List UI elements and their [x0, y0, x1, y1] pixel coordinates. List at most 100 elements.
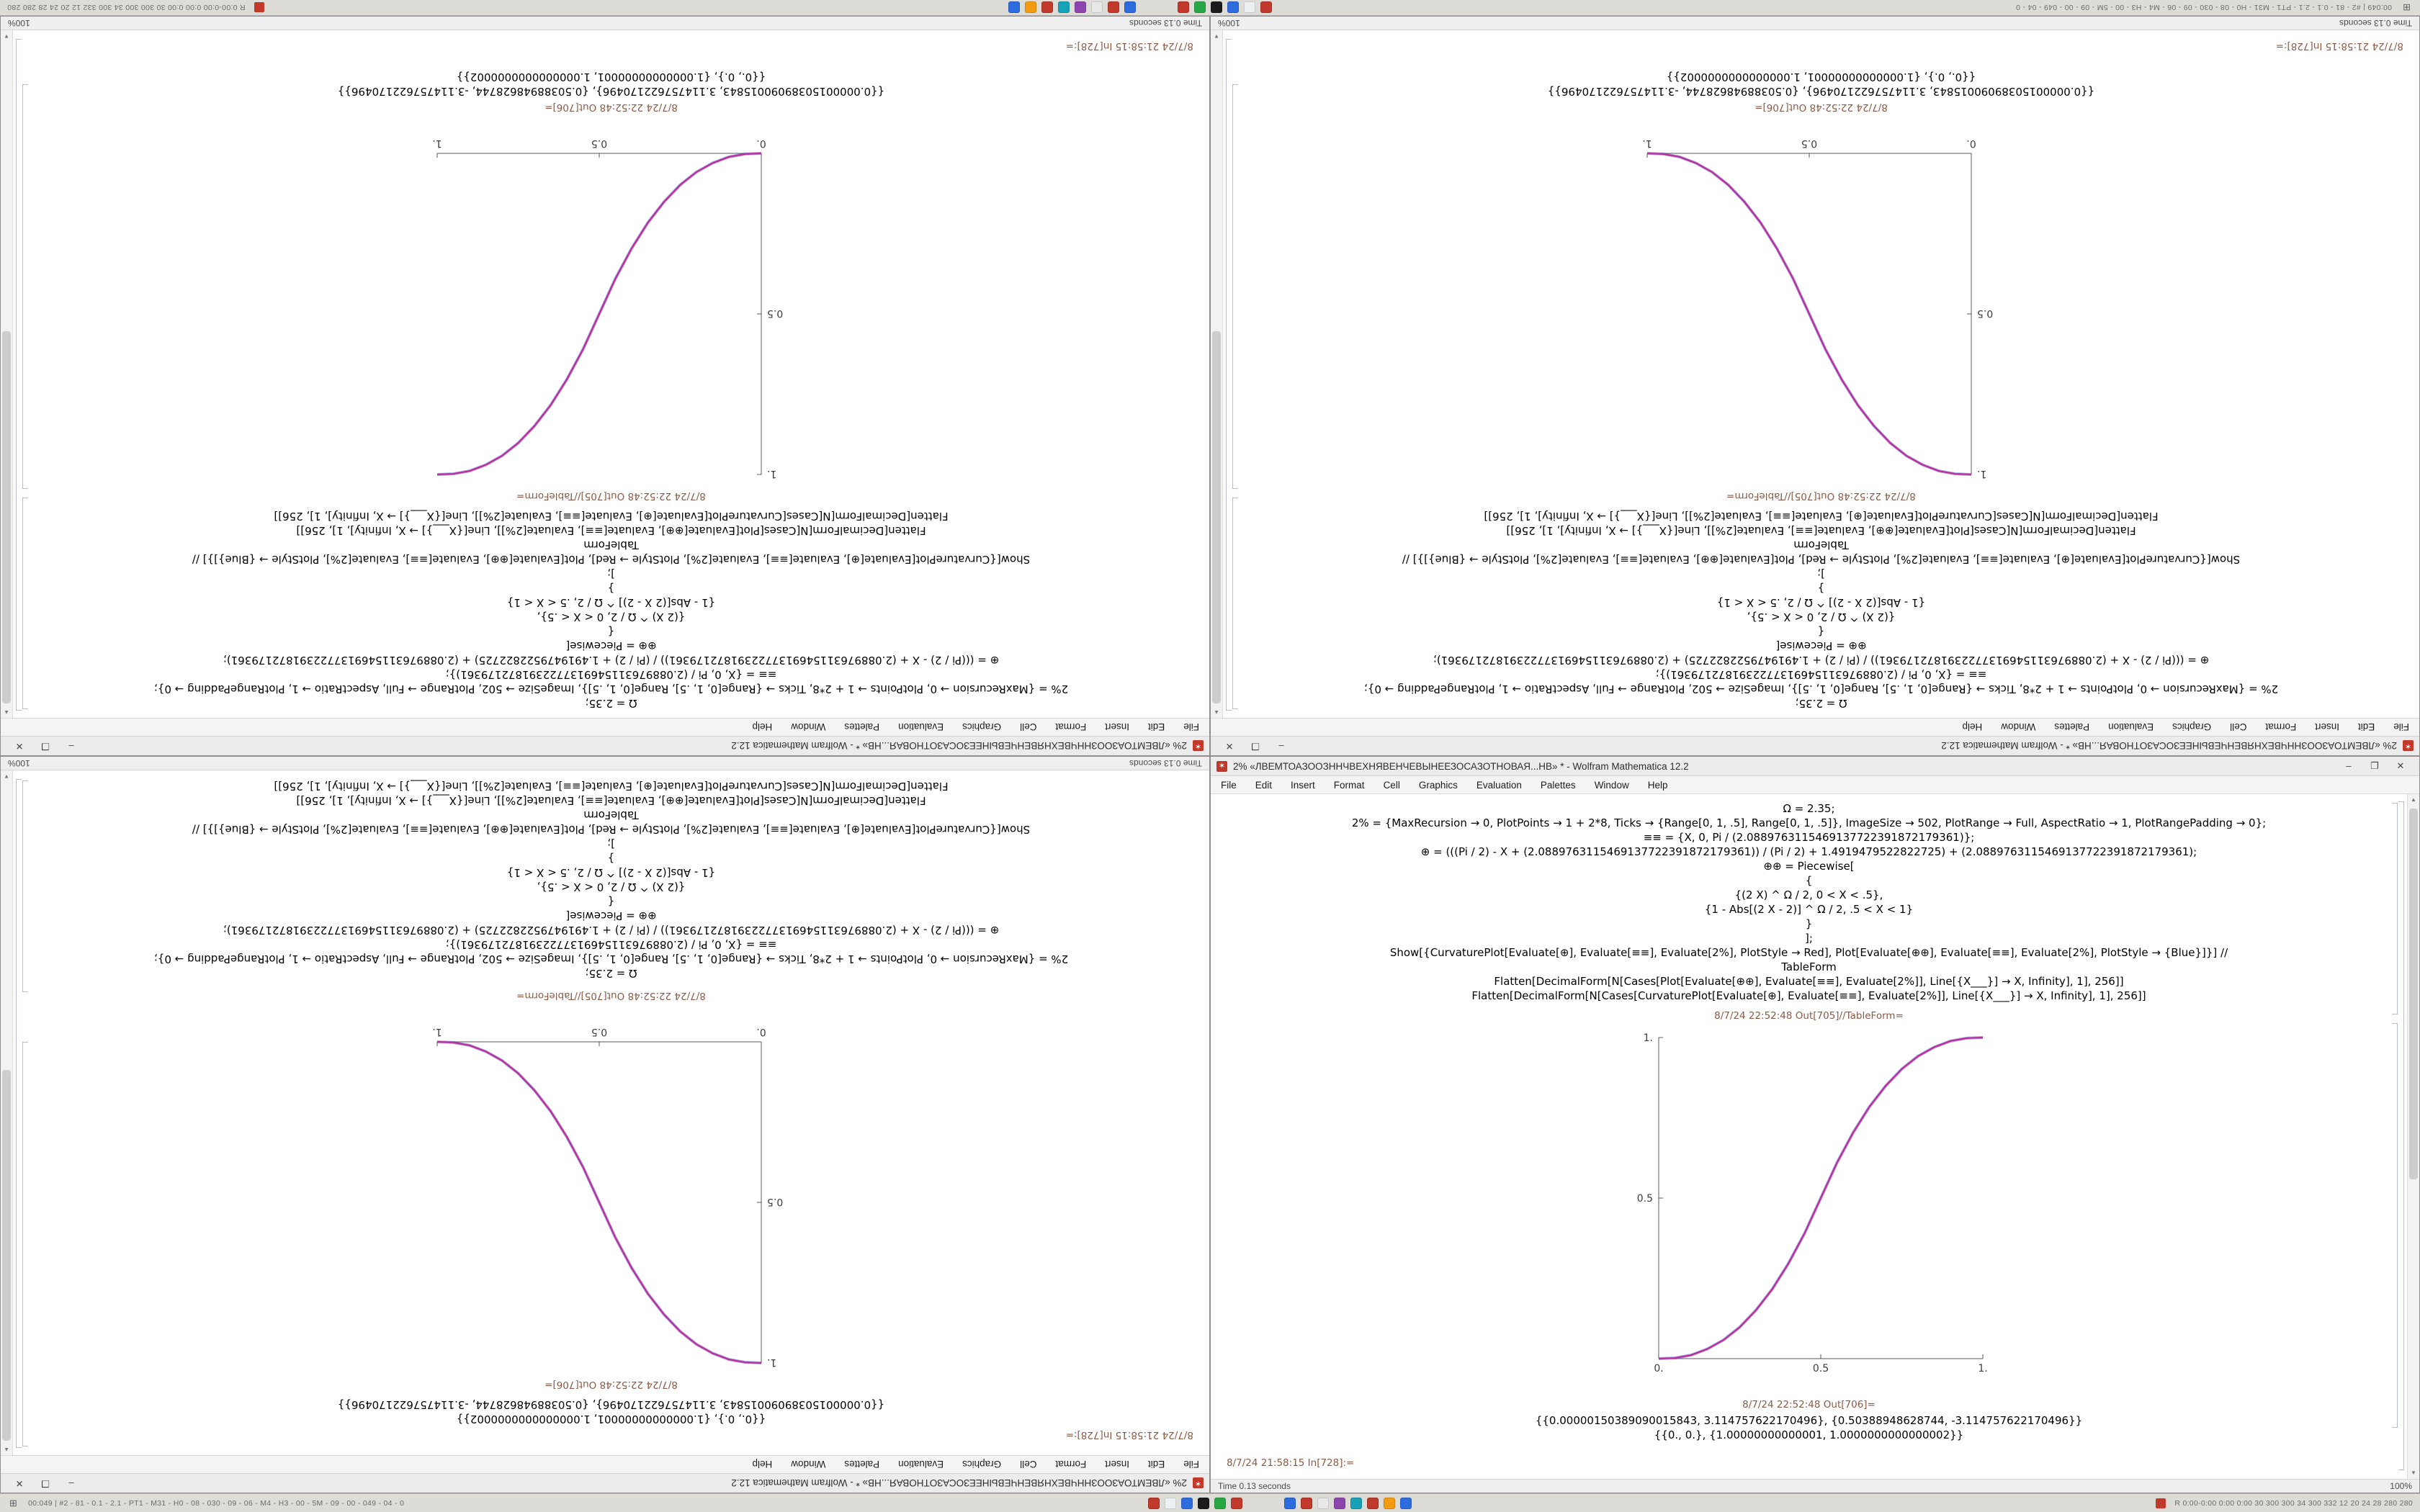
menu-edit[interactable]: Edit [2357, 721, 2375, 733]
app-icon-5[interactable] [1214, 1497, 1227, 1509]
app-icon-3[interactable] [1181, 1497, 1193, 1509]
scroll-down-arrow[interactable]: ▼ [2411, 1470, 2416, 1476]
app-icon-2[interactable] [1165, 1497, 1177, 1509]
close-button[interactable]: ✕ [15, 1478, 24, 1489]
menu-window[interactable]: Window [791, 1459, 826, 1470]
vertical-scrollbar[interactable]: ▲ ▼ [1, 30, 13, 718]
app-icon-9[interactable] [1317, 1497, 1330, 1509]
minimize-button[interactable]: – [68, 1478, 74, 1489]
scroll-up-arrow[interactable]: ▲ [4, 1446, 9, 1453]
app-icon-5[interactable] [1193, 1, 1206, 14]
menu-palettes[interactable]: Palettes [844, 1459, 880, 1470]
vertical-scrollbar[interactable]: ▲ ▼ [2407, 794, 2419, 1479]
app-icon-12[interactable] [1367, 1497, 1379, 1509]
notebook-area[interactable]: 8/7/24 21:58:15 In[728]:= {{0., 0.}, {1.… [13, 770, 1209, 1455]
app-icon-8[interactable] [1301, 1497, 1313, 1509]
app-icon-11[interactable] [1350, 1497, 1363, 1509]
menu-insert[interactable]: Insert [1291, 779, 1315, 791]
menu-window[interactable]: Window [2001, 721, 2036, 733]
menu-format[interactable]: Format [1055, 721, 1087, 733]
menu-evaluation[interactable]: Evaluation [898, 721, 944, 733]
menu-format[interactable]: Format [2265, 721, 2297, 733]
app-icon-13[interactable] [1024, 1, 1036, 14]
scroll-down-arrow[interactable]: ▼ [4, 773, 9, 780]
scroll-up-arrow[interactable]: ▲ [1214, 709, 1219, 716]
input-cell[interactable]: Ω = 2.35; 2% = {MaxRecursion → 0, PlotPo… [1364, 509, 2278, 711]
app-icon-13[interactable] [1384, 1497, 1396, 1509]
scroll-up-arrow[interactable]: ▲ [2411, 796, 2416, 803]
menu-graphics[interactable]: Graphics [1418, 779, 1458, 791]
menu-format[interactable]: Format [1333, 779, 1365, 791]
window-titlebar[interactable]: ✶ 2% «ЛВЕМТОАЗООЗННЧВЕХНЯВЕНЧЕВЫНЕЕЗОСАЗ… [1211, 757, 2419, 776]
menu-cell[interactable]: Cell [2230, 721, 2247, 733]
cell-bracket-group[interactable] [16, 39, 22, 711]
app-icon-12[interactable] [1041, 1, 1053, 14]
menu-palettes[interactable]: Palettes [1540, 779, 1576, 791]
menu-help[interactable]: Help [752, 721, 773, 733]
cell-bracket-input[interactable] [22, 780, 28, 992]
menu-cell[interactable]: Cell [1383, 779, 1400, 791]
app-icon-4[interactable] [1210, 1, 1222, 14]
menu-insert[interactable]: Insert [1105, 721, 1129, 733]
scrollbar-thumb[interactable] [2, 331, 11, 703]
cell-bracket-output[interactable] [2392, 1023, 2398, 1428]
menu-help[interactable]: Help [1962, 721, 1983, 733]
minimize-button[interactable]: – [2346, 760, 2352, 771]
vertical-scrollbar[interactable]: ▲ ▼ [1211, 30, 1223, 718]
menu-cell[interactable]: Cell [1020, 1459, 1037, 1470]
restore-button[interactable]: ❐ [1251, 741, 1260, 752]
restore-button[interactable]: ❐ [41, 741, 50, 752]
scroll-down-arrow[interactable]: ▼ [1214, 33, 1219, 40]
scroll-down-arrow[interactable]: ▼ [4, 33, 9, 40]
menu-file[interactable]: File [1221, 779, 1237, 791]
menu-graphics[interactable]: Graphics [962, 721, 1002, 733]
menu-insert[interactable]: Insert [2315, 721, 2339, 733]
app-icon-7[interactable] [1284, 1497, 1296, 1509]
tray-record-icon[interactable] [254, 2, 264, 13]
menu-file[interactable]: File [2393, 721, 2409, 733]
scrollbar-thumb[interactable] [1212, 331, 1221, 703]
app-icon-7[interactable] [1124, 1, 1136, 14]
cell-bracket-group[interactable] [16, 779, 22, 1448]
app-icon-14[interactable] [1008, 1, 1020, 14]
cell-bracket-input[interactable] [22, 498, 28, 709]
menu-help[interactable]: Help [752, 1459, 773, 1470]
menu-help[interactable]: Help [1647, 779, 1668, 791]
menu-edit[interactable]: Edit [1147, 721, 1165, 733]
minimize-button[interactable]: – [1278, 741, 1284, 752]
menu-cell[interactable]: Cell [1020, 721, 1037, 733]
close-button[interactable]: ✕ [1225, 741, 1234, 752]
menu-palettes[interactable]: Palettes [2054, 721, 2090, 733]
app-icon-1[interactable] [1260, 1, 1272, 14]
app-icon-6[interactable] [1177, 1, 1189, 14]
cell-bracket-output[interactable] [1232, 84, 1238, 489]
menu-file[interactable]: File [1183, 721, 1199, 733]
app-icon-10[interactable] [1334, 1497, 1346, 1509]
menu-graphics[interactable]: Graphics [2172, 721, 2212, 733]
cell-bracket-output[interactable] [22, 84, 28, 489]
app-icon-6[interactable] [1231, 1497, 1243, 1509]
app-icon-1[interactable] [1148, 1497, 1160, 1509]
app-icon-8[interactable] [1107, 1, 1119, 14]
input-cell[interactable]: Ω = 2.35; 2% = {MaxRecursion → 0, PlotPo… [1352, 801, 2266, 1003]
app-icon-11[interactable] [1057, 1, 1070, 14]
scrollbar-thumb[interactable] [2, 1070, 11, 1441]
close-button[interactable]: ✕ [15, 741, 24, 752]
restore-button[interactable]: ❐ [41, 1478, 50, 1489]
notebook-area[interactable]: Ω = 2.35; 2% = {MaxRecursion → 0, PlotPo… [13, 30, 1209, 718]
menu-file[interactable]: File [1183, 1459, 1199, 1470]
app-icon-2[interactable] [1243, 1, 1255, 14]
cell-bracket-group[interactable] [1226, 39, 1232, 711]
vertical-scrollbar[interactable]: ▲ ▼ [1, 770, 13, 1455]
cell-bracket-input[interactable] [1232, 498, 1238, 709]
menu-edit[interactable]: Edit [1255, 779, 1273, 791]
window-titlebar[interactable]: ✶ 2% «ЛВЕМТОАЗООЗННЧВЕХНЯВЕНЧЕВЫНЕЕЗОСАЗ… [1211, 736, 2419, 755]
app-icon-3[interactable] [1227, 1, 1239, 14]
menu-edit[interactable]: Edit [1147, 1459, 1165, 1470]
scrollbar-thumb[interactable] [2409, 809, 2418, 1179]
menu-insert[interactable]: Insert [1105, 1459, 1129, 1470]
notebook-area[interactable]: Ω = 2.35; 2% = {MaxRecursion → 0, PlotPo… [1223, 30, 2419, 718]
close-button[interactable]: ✕ [2396, 760, 2405, 771]
menu-window[interactable]: Window [791, 721, 826, 733]
notebook-area[interactable]: Ω = 2.35; 2% = {MaxRecursion → 0, PlotPo… [1211, 794, 2407, 1479]
